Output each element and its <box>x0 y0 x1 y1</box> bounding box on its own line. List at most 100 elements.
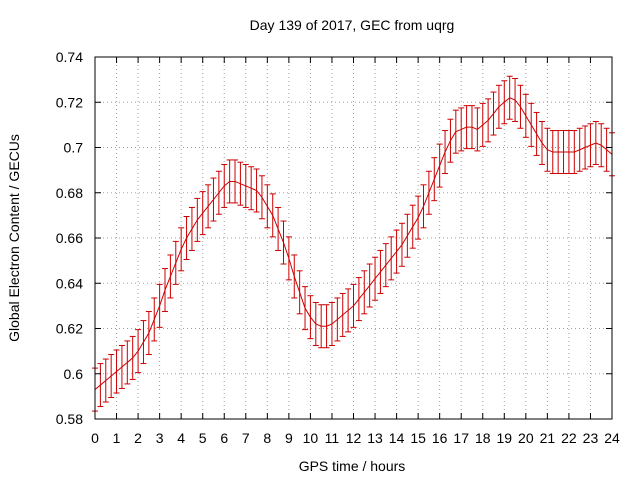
data-point <box>533 111 540 156</box>
x-tick-label: 17 <box>453 430 469 446</box>
data-point <box>205 184 212 229</box>
data-point <box>420 184 427 229</box>
data-point <box>512 77 519 122</box>
grid-lines <box>95 57 612 419</box>
x-tick-label: 7 <box>242 430 250 446</box>
x-tick-label: 14 <box>389 430 405 446</box>
data-point <box>571 130 578 175</box>
data-point <box>210 177 217 222</box>
x-tick-label: 18 <box>475 430 491 446</box>
data-point <box>285 236 292 281</box>
data-point <box>377 249 384 294</box>
data-point <box>242 163 249 208</box>
data-point <box>280 220 287 265</box>
data-point <box>291 254 298 299</box>
data-point <box>372 256 379 301</box>
y-axis-label: Global Electron Content / GECUs <box>6 134 22 342</box>
data-point <box>199 191 206 236</box>
data-point <box>334 297 341 342</box>
y-tick-label: 0.72 <box>56 94 83 110</box>
data-point <box>237 161 244 206</box>
data-point <box>102 358 109 403</box>
x-tick-label: 16 <box>432 430 448 446</box>
data-point <box>522 93 529 138</box>
data-point <box>194 197 201 242</box>
data-point <box>221 163 228 208</box>
gec-series <box>92 75 615 412</box>
data-point <box>436 143 443 188</box>
x-tick-label: 3 <box>156 430 164 446</box>
x-tick-label: 19 <box>497 430 513 446</box>
data-point <box>355 277 362 322</box>
data-point <box>501 80 508 125</box>
data-point <box>302 286 309 331</box>
data-point <box>361 270 368 315</box>
data-point <box>431 157 438 202</box>
data-point <box>587 123 594 168</box>
data-point <box>113 349 120 394</box>
data-point <box>409 204 416 249</box>
data-point <box>598 123 605 168</box>
data-point <box>188 206 195 251</box>
data-point <box>215 170 222 215</box>
data-point <box>447 118 454 163</box>
data-point <box>582 125 589 170</box>
y-tick-label: 0.74 <box>56 49 83 65</box>
data-point <box>490 91 497 136</box>
data-point <box>398 222 405 267</box>
data-point <box>382 243 389 288</box>
data-point <box>565 130 572 175</box>
data-point <box>151 297 158 342</box>
data-point <box>275 206 282 251</box>
data-point <box>463 105 470 150</box>
data-point <box>232 159 239 204</box>
x-tick-label: 9 <box>285 430 293 446</box>
y-tick-label: 0.62 <box>56 321 83 337</box>
x-axis-label: GPS time / hours <box>299 458 406 474</box>
data-point <box>253 168 260 213</box>
y-tick-label: 0.7 <box>64 140 84 156</box>
x-tick-label: 10 <box>303 430 319 446</box>
data-point <box>124 340 131 385</box>
data-point <box>350 283 357 328</box>
data-point <box>264 184 271 229</box>
data-point <box>183 216 190 260</box>
data-point <box>296 270 303 315</box>
y-tick-label: 0.66 <box>56 230 83 246</box>
data-point <box>528 102 535 147</box>
x-tick-label: 11 <box>325 430 340 446</box>
data-point <box>307 295 314 340</box>
data-point <box>129 335 136 380</box>
chart-title: Day 139 of 2017, GEC from uqrg <box>250 17 455 33</box>
data-point <box>108 354 115 399</box>
data-point <box>345 288 352 333</box>
y-tick-label: 0.6 <box>64 366 84 382</box>
x-tick-label: 0 <box>91 430 99 446</box>
data-point <box>226 159 233 204</box>
data-point <box>135 329 142 374</box>
data-point <box>393 229 400 274</box>
data-point <box>167 254 174 299</box>
data-point <box>388 236 395 281</box>
y-tick-label: 0.68 <box>56 185 83 201</box>
data-point <box>269 193 276 238</box>
data-point <box>328 301 335 346</box>
x-tick-label: 1 <box>113 430 121 446</box>
data-point <box>555 130 562 175</box>
x-tick-label: 24 <box>604 430 620 446</box>
data-point <box>425 170 432 215</box>
data-point <box>404 213 411 258</box>
data-point <box>318 304 325 349</box>
x-tick-label: 15 <box>410 430 426 446</box>
data-point <box>506 75 513 120</box>
data-point <box>366 263 373 308</box>
y-tick-label: 0.64 <box>56 275 83 291</box>
data-point <box>452 109 459 154</box>
x-tick-label: 6 <box>220 430 228 446</box>
x-tick-label: 20 <box>518 430 534 446</box>
x-tick-label: 8 <box>263 430 271 446</box>
y-tick-label: 0.58 <box>56 411 83 427</box>
data-point <box>474 107 481 152</box>
data-point <box>162 268 169 313</box>
data-point <box>118 344 125 389</box>
